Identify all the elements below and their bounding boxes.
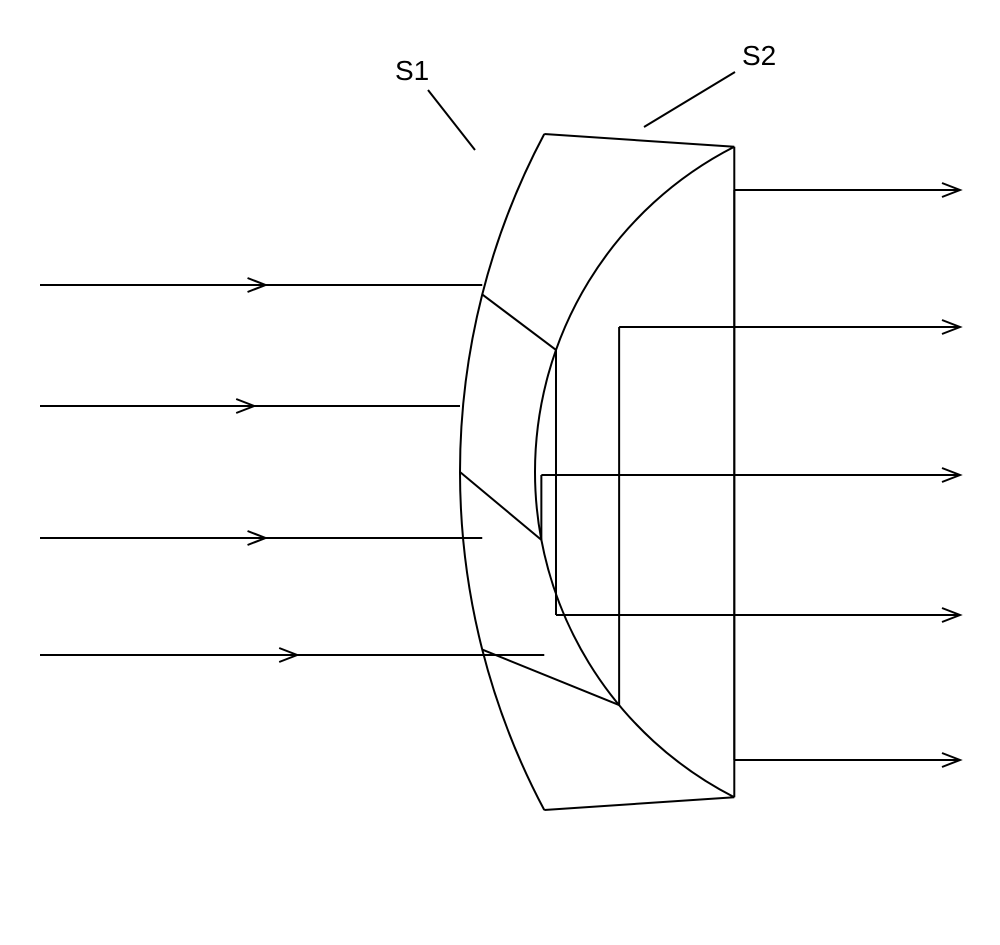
segment-0: [544, 797, 734, 810]
label-s2: S2: [742, 40, 776, 71]
outer-arc-s2: [535, 147, 734, 797]
segment-4: [544, 134, 734, 147]
leader-s1: [428, 90, 475, 150]
leader-s2: [644, 72, 735, 127]
inner-arc-s1: [460, 134, 544, 810]
segment-3: [482, 294, 556, 350]
label-s1: S1: [395, 55, 429, 86]
segment-2: [460, 472, 541, 540]
diagram-canvas: S1 S2: [0, 0, 1000, 945]
